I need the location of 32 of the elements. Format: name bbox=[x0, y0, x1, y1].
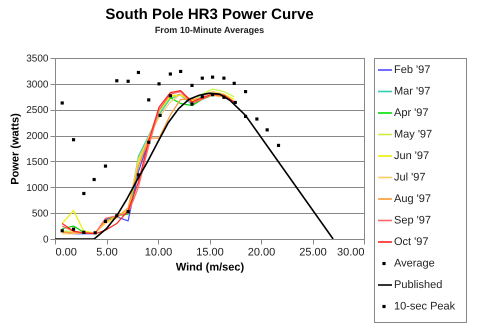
y-tick-label: 3500 bbox=[26, 54, 49, 64]
y-tick-label: 1000 bbox=[26, 182, 49, 194]
legend-label: Sep '97 bbox=[394, 214, 431, 226]
line-series bbox=[55, 92, 334, 239]
legend-label: Apr '97 bbox=[394, 107, 429, 119]
x-tick-label: 30.00 bbox=[336, 246, 364, 258]
y-tick-label: 3000 bbox=[26, 79, 49, 90]
x-tick-label: 25.00 bbox=[299, 246, 327, 258]
y-tick-label: 2500 bbox=[26, 105, 49, 116]
y-tick-label: 2000 bbox=[26, 131, 49, 142]
x-tick-label: 15.00 bbox=[196, 246, 224, 258]
legend-label: Oct '97 bbox=[394, 236, 429, 248]
legend-label: Jun '97 bbox=[394, 150, 430, 162]
legend-label: Jul '97 bbox=[394, 172, 426, 184]
chart-subtitle: From 10-Minute Averages bbox=[154, 25, 264, 35]
legend-label: Published bbox=[394, 279, 442, 291]
x-tick-label: 10.00 bbox=[144, 246, 172, 258]
x-tick-label: 5.00 bbox=[96, 246, 118, 258]
x-tick-label: 0.00 bbox=[56, 246, 77, 258]
legend-label: Average bbox=[394, 258, 435, 270]
x-axis-title: Wind (m/sec) bbox=[176, 262, 245, 274]
chart-title: South Pole HR3 Power Curve bbox=[105, 6, 314, 23]
legend-label: Mar '97 bbox=[394, 86, 430, 98]
legend-label: 10-sec Peak bbox=[394, 300, 456, 312]
legend-label: Aug '97 bbox=[394, 193, 431, 205]
y-tick-label: 500 bbox=[32, 208, 49, 220]
legend-label: Feb '97 bbox=[394, 64, 430, 76]
legend-label: May '97 bbox=[394, 128, 432, 140]
y-tick-label: 1500 bbox=[26, 156, 49, 168]
x-tick-label: 20.00 bbox=[248, 246, 276, 258]
y-axis-title: Power (watts) bbox=[9, 112, 22, 185]
y-tick-label: 0 bbox=[42, 234, 49, 246]
